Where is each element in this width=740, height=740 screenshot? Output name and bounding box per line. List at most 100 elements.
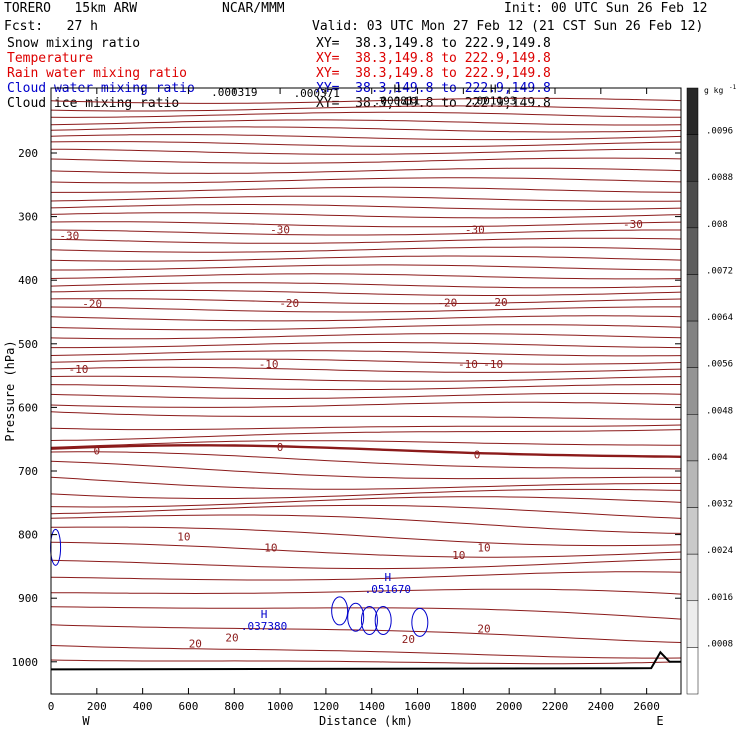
isotherm-line [50,195,682,202]
colorbar-tick-label: .0016 [706,593,733,603]
isotherm-label: -30 [270,223,290,236]
temperature-labels: -30 -30 -30 -30 -20 -20 -20 -20 -10 -10 -10 -10 0 0 0 1… [59,218,642,650]
forecast-hour: Fcst: 27 h [4,19,98,34]
extremum-value: .037380 [241,620,287,633]
isotherm-line [50,119,682,126]
isotherm-line [50,126,682,133]
isotherm-label: -20 [279,297,299,310]
colorbar-segment [686,460,699,508]
isotherm-line [50,429,682,441]
isotherm-label: -30 [623,218,643,231]
isotherm-line [50,177,682,184]
colorbar-segment [686,647,699,695]
east-label: E [656,714,663,728]
colorbar-segment [686,600,699,648]
west-label: W [82,714,90,728]
colorbar-tick-label: .0096 [706,127,733,137]
isotherm-line [50,366,682,373]
isotherm-line [50,246,682,253]
y-tick-label: 700 [18,465,38,478]
isotherm-line [50,440,681,448]
isotherm-label: -30 [465,223,485,236]
cloud-water-contour [360,605,378,635]
colorbar-segment [686,367,699,415]
isotherm-line [50,148,681,155]
isotherm-label: 10 [452,549,465,562]
isotherm-line [50,488,682,499]
x-tick-label: 800 [224,700,244,713]
isotherm-line [50,659,682,665]
extremum-value: .001193 [470,95,516,108]
extremum-mark: H [384,571,391,584]
isotherm-line [50,298,682,305]
isotherm-label: -10 [483,358,503,371]
isotherm-line [50,97,682,104]
isotherm-line [50,350,682,357]
cloud-water-contour [331,596,349,626]
y-tick-label: 1000 [12,656,39,669]
isotherm-label: -10 [69,363,89,376]
colorbar-tick-label: .0056 [706,360,733,370]
isotherm-line [50,111,682,118]
x-tick-label: 200 [87,700,107,713]
isotherm-label: 20 [402,633,415,646]
isotherm-label: 0 [277,441,284,454]
colorbar-tick-label: .008 [706,220,728,230]
x-tick-label: 2600 [633,700,660,713]
isotherm-line [50,496,682,508]
isotherm-line [50,221,682,228]
isotherm-line [51,186,682,193]
colorbar: .0096 .0088 .008 .0072 .0064 .0056 .0048 .004 .0… [686,84,737,695]
isotherm-line [50,315,682,322]
isotherm-line [50,212,682,219]
extremum-mark: H [394,83,401,96]
isotherm-line [50,157,682,164]
model-title: TORERO 15km ARW [4,1,138,16]
isotherm-line [51,342,682,349]
cloud-water-contour [411,607,429,637]
y-tick-label: 800 [18,529,38,542]
colorbar-tick-label: .004 [706,453,728,463]
colorbar-segment [686,320,699,368]
colorbar-segment [686,227,699,275]
isotherm-line [50,558,682,570]
field-xy-cloud-ice: XY= 38.3,149.8 to 222.9,149.8 [316,96,551,111]
cloud-water-contour [374,605,392,635]
isotherm-line [50,358,682,365]
isotherm-line [50,384,681,391]
isotherm-line [50,229,681,236]
x-tick-label: 2400 [588,700,615,713]
isotherm-line [50,504,682,519]
isotherm-label: -10 [259,358,279,371]
colorbar-segment [686,414,699,462]
isotherm-line [50,424,682,431]
extremum-mark: H [261,608,268,621]
isotherm-line [50,282,682,289]
isotherm-line [50,306,681,313]
isotherm-line [50,444,682,458]
field-xy-rain: XY= 38.3,149.8 to 222.9,149.8 [316,66,551,81]
isotherm-line [50,645,682,659]
isotherm-line [50,105,682,112]
isotherm-label: 0 [474,448,481,461]
isotherm-line [51,526,682,547]
y-tick-label: 500 [18,338,38,351]
y-tick-label: 600 [18,401,38,414]
isotherm-line [50,255,682,262]
isotherm-line [50,624,682,643]
isotherm-line [50,204,682,211]
field-name-temperature: Temperature [7,51,94,66]
isotherm-line [50,411,681,420]
isotherm-label: 20 [225,632,238,645]
plot-frame [50,87,682,695]
valid-time: Valid: 03 UTC Mon 27 Feb 12 (21 CST Sun … [312,19,704,34]
isotherm-line [50,451,682,470]
isotherm-line [50,134,682,141]
isotherm-line [50,606,682,620]
x-axis-label: Distance (km) [319,714,413,728]
isotherm-line [50,167,682,174]
colorbar-segment [686,507,699,555]
colorbar-tick-label: .0064 [706,313,733,323]
colorbar-segment [686,180,699,229]
